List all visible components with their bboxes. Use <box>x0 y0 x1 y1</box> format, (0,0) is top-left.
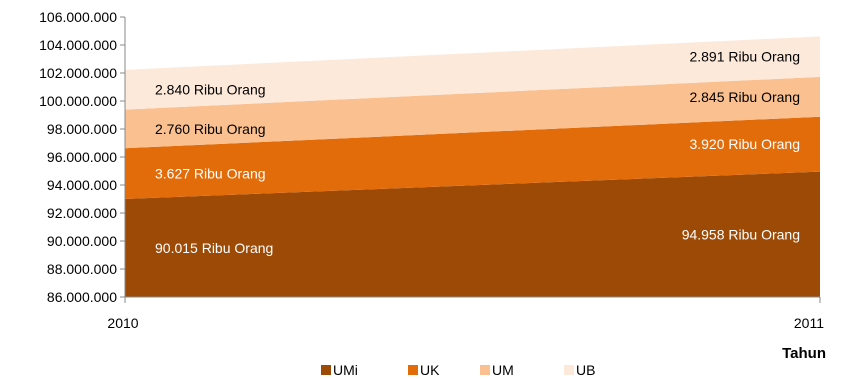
y-tick-label: 90.000.000 <box>47 233 117 249</box>
legend-label-umi: UMi <box>333 362 358 378</box>
y-tick-label: 88.000.000 <box>47 261 117 277</box>
x-axis: 2010 2011 <box>107 296 824 331</box>
y-tick-label: 92.000.000 <box>47 205 117 221</box>
y-tick-label: 100.000.000 <box>39 93 117 109</box>
legend: UMi UK UM UB <box>321 362 595 378</box>
data-label-uk-2010: 3.627 Ribu Orang <box>155 166 266 182</box>
x-axis-title: Tahun <box>782 345 826 362</box>
data-label-um-2010: 2.760 Ribu Orang <box>155 121 266 137</box>
area-series-group <box>125 36 820 297</box>
y-tick-label: 94.000.000 <box>47 177 117 193</box>
area-um <box>125 76 820 149</box>
x-tick-label-2011: 2011 <box>794 315 824 331</box>
data-label-uk-2011: 3.920 Ribu Orang <box>689 136 800 152</box>
y-tick-label: 96.000.000 <box>47 149 117 165</box>
legend-label-um: UM <box>492 362 514 378</box>
data-label-um-2011: 2.845 Ribu Orang <box>689 89 800 105</box>
legend-swatch-ub <box>564 365 574 375</box>
data-label-umi-2011: 94.958 Ribu Orang <box>682 226 800 242</box>
data-labels-group: 90.015 Ribu Orang 94.958 Ribu Orang 3.627 … <box>155 49 800 256</box>
area-ub <box>125 36 820 110</box>
y-tick-label: 104.000.000 <box>39 37 117 53</box>
data-label-ub-2011: 2.891 Ribu Orang <box>689 49 800 65</box>
y-tick-label: 102.000.000 <box>39 65 117 81</box>
data-label-ub-2010: 2.840 Ribu Orang <box>155 82 266 98</box>
y-tick-label: 106.000.000 <box>39 9 117 25</box>
y-axis: 86.000.000 88.000.000 90.000.000 92.000.000… <box>39 9 126 305</box>
legend-swatch-umi <box>321 365 331 375</box>
y-tick-label: 98.000.000 <box>47 121 117 137</box>
legend-swatch-uk <box>408 365 418 375</box>
y-tick-label: 86.000.000 <box>47 289 117 305</box>
legend-label-ub: UB <box>576 362 595 378</box>
legend-swatch-um <box>480 365 490 375</box>
area-umi <box>125 171 820 297</box>
x-tick-label-2010: 2010 <box>107 315 138 331</box>
data-label-umi-2010: 90.015 Ribu Orang <box>155 240 273 256</box>
legend-label-uk: UK <box>420 362 440 378</box>
area-uk <box>125 116 820 199</box>
